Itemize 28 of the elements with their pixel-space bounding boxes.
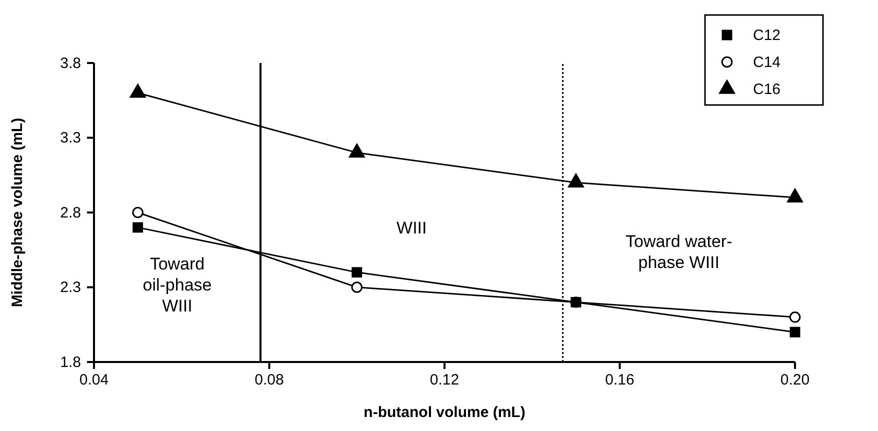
y-tick-label: 3.3 bbox=[60, 130, 81, 147]
x-tick-label: 0.08 bbox=[254, 372, 284, 389]
point bbox=[352, 267, 362, 278]
annotation: Toward water- phase WIII bbox=[626, 232, 732, 272]
point bbox=[787, 188, 803, 202]
legend-label: C12 bbox=[753, 27, 781, 44]
point bbox=[790, 326, 800, 338]
y-tick-label: 3.8 bbox=[60, 54, 81, 72]
y-axis-title: Middle-phase volume (mL) bbox=[9, 118, 26, 308]
point bbox=[130, 84, 146, 98]
legend-label: C16 bbox=[753, 81, 781, 98]
annotation: Toward oil-phase WIII bbox=[142, 254, 212, 316]
point bbox=[351, 282, 363, 293]
point bbox=[789, 312, 801, 323]
y-tick-label: 1.8 bbox=[60, 354, 81, 371]
annotation: WIII bbox=[396, 218, 427, 238]
point bbox=[348, 144, 365, 158]
y-tick-label: 2.3 bbox=[60, 279, 81, 296]
y-tick-label: 2.8 bbox=[60, 204, 81, 222]
point bbox=[568, 174, 584, 188]
x-tick-label: 0.04 bbox=[79, 372, 109, 389]
x-tick-label: 0.16 bbox=[605, 372, 634, 389]
x-tick-label: 0.20 bbox=[780, 372, 810, 389]
x-axis-title: n-butanol volume (mL) bbox=[364, 404, 526, 421]
legend-label: C14 bbox=[753, 54, 781, 71]
point bbox=[132, 222, 144, 233]
x-tick-label: 0.12 bbox=[430, 372, 460, 389]
point bbox=[132, 206, 144, 218]
